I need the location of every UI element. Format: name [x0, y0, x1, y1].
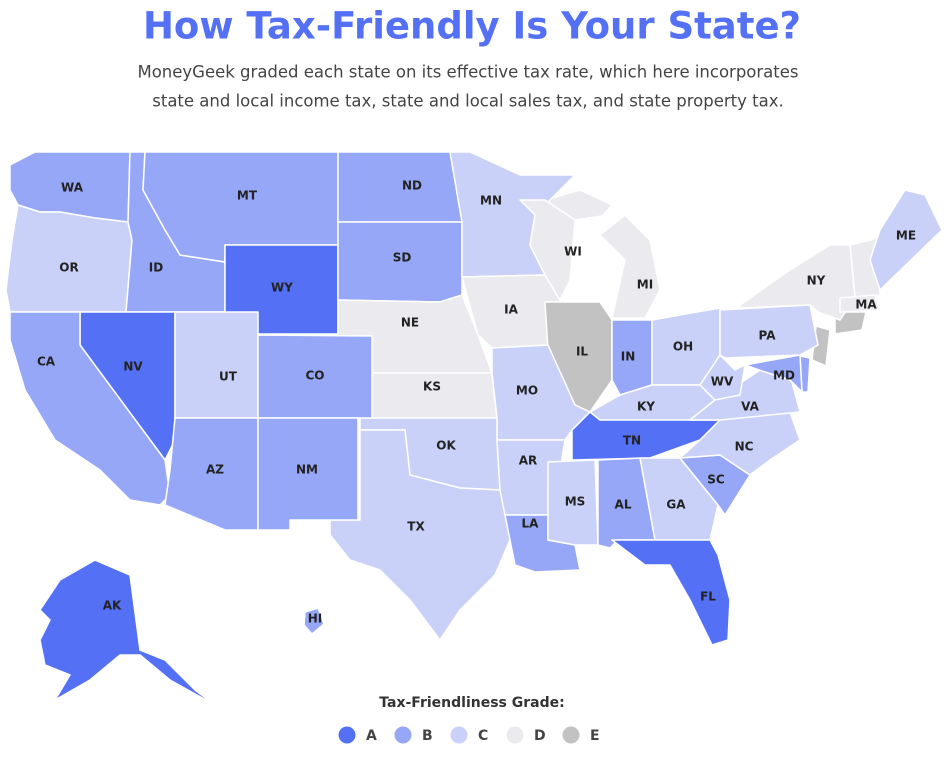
state-label: ID [149, 261, 163, 275]
state-label: VA [741, 400, 759, 414]
state-shape [491, 344, 591, 441]
state-label: OK [436, 439, 456, 453]
state-shape [519, 199, 576, 301]
legend-label: E [590, 728, 600, 744]
state-shape [337, 151, 463, 223]
legend-label: D [534, 728, 546, 744]
state-label: TN [623, 434, 641, 448]
state-label: WI [564, 245, 582, 259]
state-label: OH [673, 340, 693, 354]
legend-swatch [338, 726, 356, 744]
state-label: NC [735, 440, 754, 454]
state-label: NE [401, 316, 419, 330]
legend-label: C [478, 728, 488, 744]
state-label: NY [807, 274, 826, 288]
state-shape [834, 311, 867, 335]
state-label: CA [37, 355, 56, 369]
state-label: MN [480, 194, 502, 208]
state-shape [39, 559, 216, 706]
state-label: WV [711, 375, 734, 389]
state-shape [9, 311, 171, 506]
state-label: CO [305, 369, 324, 383]
state-label: IL [576, 345, 588, 359]
state-shape [257, 334, 373, 419]
state-label: AZ [206, 463, 224, 477]
state-shape [303, 607, 325, 635]
legend-swatch [394, 726, 412, 744]
state-shape [329, 429, 511, 641]
state-shape [547, 459, 599, 546]
legend-label: A [366, 728, 377, 744]
state-label: FL [700, 590, 716, 604]
state-label: UT [219, 370, 238, 384]
state-label: MO [516, 384, 538, 398]
state-label: HI [308, 612, 323, 626]
state-label: IN [621, 350, 636, 364]
state-label: WY [271, 281, 293, 295]
subtitle: state and local income tax, state and lo… [152, 92, 783, 111]
state-shape [174, 311, 259, 419]
legend-swatch [506, 726, 524, 744]
state-shape [5, 204, 133, 313]
state-label: ME [896, 229, 916, 243]
state-shape [611, 539, 731, 646]
state-shape [639, 457, 719, 541]
legend-swatch [562, 726, 580, 744]
state-label: MS [565, 495, 586, 509]
state-label: PA [759, 329, 777, 343]
legend-swatch [450, 726, 468, 744]
legend-title: Tax-Friendliness Grade: [379, 695, 564, 711]
state-label: TX [407, 520, 425, 534]
state-label: MD [773, 369, 795, 383]
state-label: AR [519, 454, 538, 468]
state-shape [869, 189, 943, 291]
state-label: KS [423, 380, 441, 394]
state-label: MT [237, 189, 258, 203]
state-label: MI [637, 278, 653, 292]
state-label: SD [393, 251, 412, 265]
state-label: KY [637, 400, 655, 414]
state-label: SC [707, 473, 725, 487]
state-label: GA [666, 498, 686, 512]
state-label: LA [522, 517, 540, 531]
title: How Tax-Friendly Is Your State? [143, 5, 801, 48]
state-label: WA [61, 181, 84, 195]
state-label: ND [402, 179, 422, 193]
state-label: MA [855, 298, 877, 312]
state-label: AK [103, 599, 122, 613]
state-label: IA [504, 303, 518, 317]
state-shape [839, 294, 881, 313]
state-label: OR [59, 261, 78, 275]
legend-label: B [422, 728, 433, 744]
state-label: NV [123, 360, 143, 374]
subtitle: MoneyGeek graded each state on its effec… [137, 63, 798, 82]
state-shape [744, 354, 803, 393]
state-label: AL [615, 498, 632, 512]
state-label: NM [296, 463, 318, 477]
state-shape [257, 417, 359, 531]
state-shape [599, 214, 661, 319]
